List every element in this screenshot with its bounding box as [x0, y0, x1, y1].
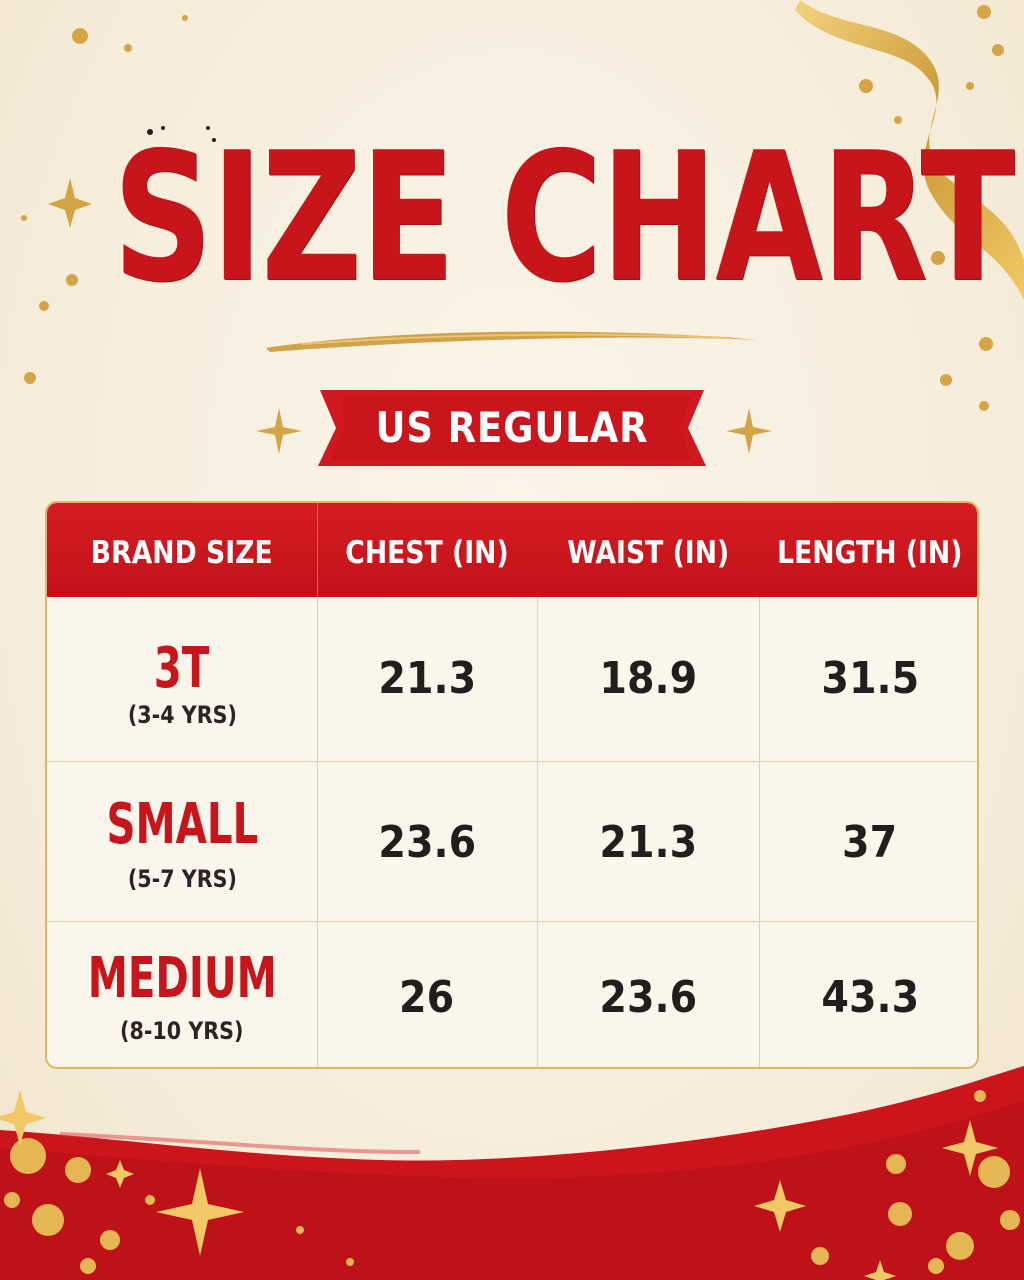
gold-sparkle-icon — [0, 1090, 46, 1146]
waist-value: 23.6 — [599, 972, 697, 1023]
length-value: 31.5 — [821, 653, 919, 704]
gold-sparkle-icon — [48, 178, 92, 228]
gold-sparkle-icon — [754, 1180, 806, 1232]
gold-ribbon-icon — [795, 0, 1024, 300]
red-brush-footer — [0, 1066, 1024, 1280]
length-value: 43.3 — [821, 972, 919, 1023]
gold-sparkle-icon — [726, 408, 772, 454]
table-row: MEDIUM (8-10 YRS) 26 23.6 43.3 — [47, 921, 977, 1067]
table-header: BRAND SIZE CHEST (IN) WAIST (IN) LENGTH … — [47, 503, 977, 597]
gold-sparkle-icon — [156, 1168, 244, 1256]
subtitle-text: US REGULAR — [375, 403, 649, 452]
size-label: SMALL — [106, 792, 258, 857]
page-title: SIZE CHART — [112, 114, 1015, 321]
gold-sparkle-icon — [256, 408, 302, 454]
size-age: (8-10 YRS) — [120, 1017, 244, 1045]
chest-value: 23.6 — [378, 817, 476, 868]
gold-brush-underline — [266, 331, 758, 352]
header-waist: WAIST (IN) — [566, 535, 730, 571]
subtitle-banner: US REGULAR — [312, 386, 712, 470]
table-row: SMALL (5-7 YRS) 23.6 21.3 37 — [47, 761, 977, 921]
gold-sparkle-icon — [106, 1160, 134, 1188]
size-age: (3-4 YRS) — [127, 701, 237, 729]
gold-sparkle-icon — [864, 1260, 896, 1280]
size-label: MEDIUM — [87, 946, 277, 1011]
header-brand-size: BRAND SIZE — [91, 535, 273, 571]
size-table: BRAND SIZE CHEST (IN) WAIST (IN) LENGTH … — [45, 501, 979, 1069]
length-value: 37 — [842, 817, 898, 868]
size-label: 3T — [154, 636, 210, 701]
gold-sparkle-icon — [942, 1120, 998, 1176]
header-length: LENGTH (IN) — [777, 535, 963, 571]
header-chest: CHEST (IN) — [345, 535, 509, 571]
chest-value: 21.3 — [378, 653, 476, 704]
chest-value: 26 — [399, 972, 455, 1023]
waist-value: 21.3 — [599, 817, 697, 868]
size-age: (5-7 YRS) — [127, 865, 237, 893]
waist-value: 18.9 — [599, 653, 697, 704]
table-row: 3T (3-4 YRS) 21.3 18.9 31.5 — [47, 597, 977, 761]
